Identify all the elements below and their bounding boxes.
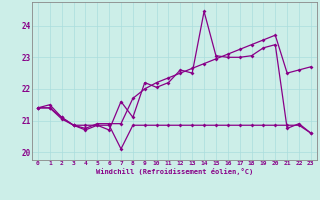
X-axis label: Windchill (Refroidissement éolien,°C): Windchill (Refroidissement éolien,°C) <box>96 168 253 175</box>
